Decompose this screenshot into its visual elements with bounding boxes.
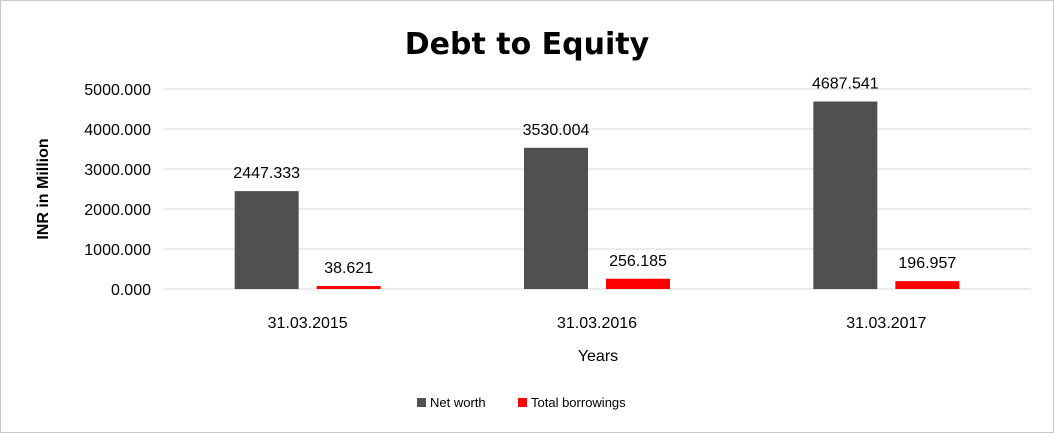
bar-total-borrowings: [606, 278, 670, 289]
data-label: 4687.541: [812, 75, 879, 92]
y-axis-ticks: 0.000 1000.000 2000.000 3000.000 4000.000 500…: [84, 82, 151, 299]
x-tick-label: 31.03.2016: [557, 315, 637, 332]
bars: [234, 101, 960, 290]
legend-swatch: [518, 398, 527, 407]
data-label: 3530.004: [523, 122, 590, 139]
y-tick-label: 1000.000: [84, 242, 151, 259]
legend-label: Total borrowings: [531, 395, 626, 410]
x-axis-label: Years: [578, 348, 618, 365]
legend: Net worth Total borrowings: [417, 395, 626, 410]
y-tick-label: 0.000: [111, 282, 151, 299]
legend-label: Net worth: [430, 395, 486, 410]
y-tick-label: 2000.000: [84, 202, 151, 219]
data-label: 38.621: [324, 260, 373, 277]
bar-net-worth: [234, 191, 299, 289]
x-axis-ticks: 31.03.2015 31.03.2016 31.03.2017: [268, 315, 927, 332]
bar-total-borrowings: [316, 286, 381, 289]
data-label: 196.957: [898, 255, 956, 272]
x-tick-label: 31.03.2017: [846, 315, 926, 332]
bar-net-worth: [813, 101, 878, 290]
gridlines: [163, 88, 1031, 290]
data-labels: 2447.333 38.621 3530.004 256.185 4687.541 196…: [233, 75, 956, 277]
data-label: 256.185: [609, 253, 667, 270]
bar-net-worth: [524, 147, 588, 289]
legend-swatch: [417, 398, 426, 407]
data-label: 2447.333: [233, 165, 300, 182]
chart-title: Debt to Equity: [405, 27, 650, 62]
y-tick-label: 3000.000: [84, 162, 151, 179]
y-axis-label: INR in Million: [35, 138, 52, 239]
y-tick-label: 5000.000: [84, 82, 151, 99]
x-tick-label: 31.03.2015: [268, 315, 348, 332]
bar-total-borrowings: [895, 281, 960, 289]
y-tick-label: 4000.000: [84, 122, 151, 139]
